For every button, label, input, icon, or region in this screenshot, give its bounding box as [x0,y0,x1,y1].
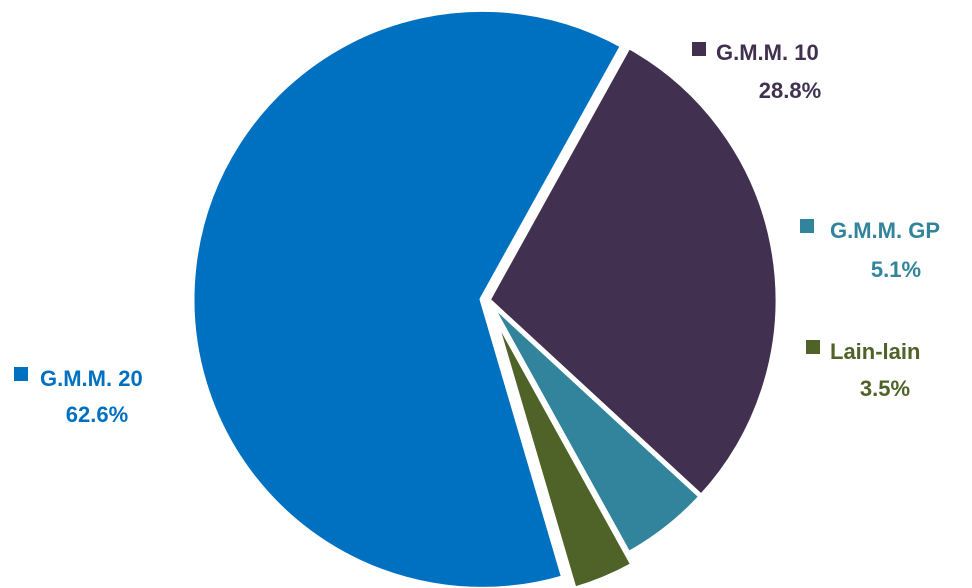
slice-value-label: 3.5% [860,376,910,401]
legend-marker [692,42,706,56]
legend-marker [806,340,820,354]
pie-slice-g-m-m-10 [485,43,781,500]
slice-label: G.M.M. 20 [40,366,143,391]
slice-value-label: 5.1% [871,257,921,282]
slice-label: G.M.M. 10 [716,40,819,65]
pie-slice-g-m-m-20 [189,6,626,588]
legend-marker [14,367,28,381]
pie-slices [189,6,781,588]
slice-label: Lain-lain [830,339,920,364]
slice-value-label: 28.8% [759,78,821,103]
slice-value-label: 62.6% [66,402,128,427]
pie-labels: G.M.M. 10 28.8% G.M.M. GP 5.1% Lain-lain 3.5%… [14,40,940,427]
slice-label: G.M.M. GP [830,218,940,243]
legend-marker [800,219,814,233]
pie-slice-lain-lain [490,308,636,588]
